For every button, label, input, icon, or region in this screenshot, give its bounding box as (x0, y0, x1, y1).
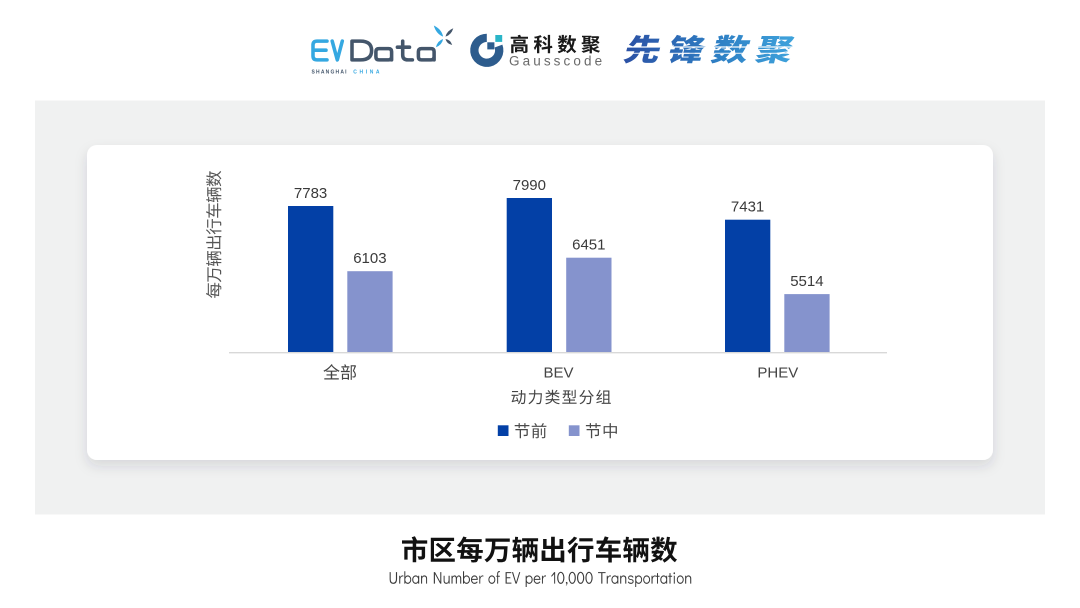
svg-text:6451: 6451 (572, 237, 605, 254)
svg-text:PHEV: PHEV (757, 365, 798, 382)
svg-text:SHANGHAI: SHANGHAI (312, 70, 348, 76)
svg-text:7990: 7990 (513, 177, 546, 194)
svg-text:5514: 5514 (790, 273, 823, 290)
svg-text:CHINA: CHINA (353, 70, 382, 76)
svg-text:6103: 6103 (353, 250, 386, 267)
svg-text:BEV: BEV (543, 365, 573, 382)
svg-text:Gausscode: Gausscode (509, 53, 605, 68)
svg-text:7783: 7783 (294, 185, 327, 202)
svg-text:7431: 7431 (731, 199, 764, 216)
